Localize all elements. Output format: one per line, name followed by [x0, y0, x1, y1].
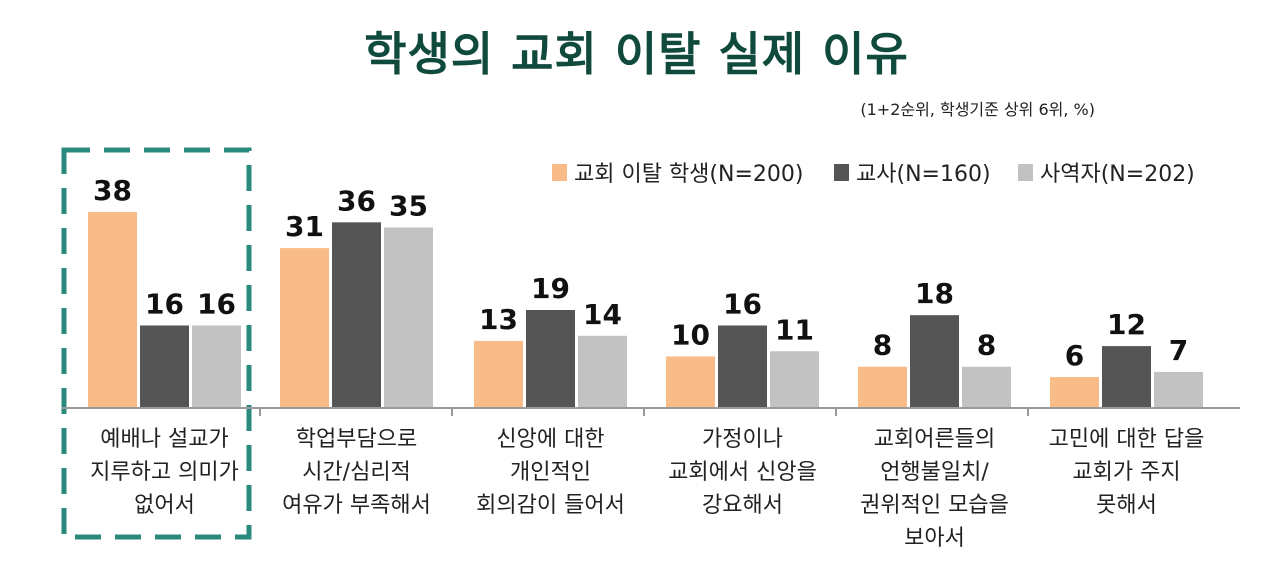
bar-0-0	[88, 212, 137, 408]
bar-3-2	[770, 351, 819, 408]
legend-label-1: 교사(N=160)	[856, 162, 991, 187]
bar-3-0	[666, 356, 715, 408]
value-label-3-0: 10	[671, 318, 710, 351]
bar-4-1	[910, 315, 959, 408]
value-label-1-0: 31	[285, 210, 324, 243]
legend-swatch-2	[1018, 164, 1033, 181]
value-label-2-1: 19	[531, 272, 570, 305]
value-label-0-0: 38	[93, 174, 132, 207]
category-label-5: 고민에 대한 답을 교회가 주지 못해서	[1049, 427, 1205, 518]
chart-subtitle: (1+2순위, 학생기준 상위 6위, %)	[860, 100, 1095, 119]
bar-5-2	[1154, 371, 1203, 408]
bar-4-0	[858, 366, 907, 408]
value-label-4-0: 8	[873, 329, 892, 362]
value-label-1-2: 35	[389, 189, 428, 222]
bar-2-0	[474, 340, 523, 408]
legend-label-0: 교회 이탈 학생(N=200)	[574, 162, 803, 187]
value-label-3-1: 16	[723, 287, 762, 320]
value-label-3-2: 11	[775, 313, 814, 346]
value-label-2-2: 14	[583, 298, 622, 331]
value-label-0-1: 16	[145, 287, 184, 320]
value-label-4-2: 8	[977, 329, 996, 362]
bar-0-1	[140, 325, 189, 408]
category-label-0: 예배나 설교가 지루하고 의미가 없어서	[90, 427, 239, 518]
bar-0-2	[192, 325, 241, 408]
value-label-4-1: 18	[915, 277, 954, 310]
legend-swatch-0	[552, 164, 567, 181]
value-label-0-2: 16	[197, 287, 236, 320]
chart-title: 학생의 교회 이탈 실제 이유	[364, 27, 909, 81]
category-label-3: 가정이나 교회에서 신앙을 강요해서	[668, 427, 817, 518]
highlight-box	[61, 147, 252, 540]
value-label-1-1: 36	[337, 184, 376, 217]
bar-2-1	[526, 310, 575, 408]
category-label-4: 교회어른들의 언행불일치/권위적인 모습을 보아서	[860, 427, 1009, 551]
category-label-1: 학업부담으로 시간/심리적 여유가 부족해서	[282, 427, 431, 518]
bar-3-1	[718, 325, 767, 408]
legend-label-2: 사역자(N=202)	[1040, 162, 1195, 187]
bar-5-1	[1102, 346, 1151, 408]
legend-swatch-1	[834, 164, 849, 181]
bar-1-0	[280, 248, 329, 408]
value-label-2-0: 13	[479, 303, 518, 336]
value-label-5-2: 7	[1169, 334, 1188, 367]
value-label-5-1: 12	[1107, 308, 1146, 341]
value-label-5-0: 6	[1065, 339, 1084, 372]
bar-1-2	[384, 227, 433, 408]
bar-5-0	[1050, 377, 1099, 408]
bar-1-1	[332, 222, 381, 408]
category-label-2: 신앙에 대한 개인적인 회의감이 들어서	[476, 427, 625, 518]
bar-4-2	[962, 366, 1011, 408]
bar-2-2	[578, 335, 627, 408]
